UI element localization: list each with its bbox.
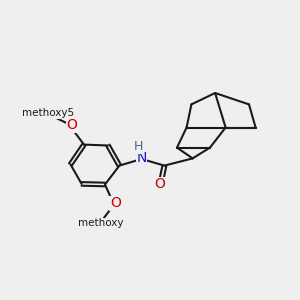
Text: N: N: [136, 152, 147, 165]
Text: O: O: [154, 178, 165, 191]
Text: O: O: [110, 196, 121, 210]
Text: H: H: [134, 140, 143, 154]
Text: methoxy: methoxy: [78, 218, 123, 229]
Text: O: O: [67, 118, 77, 132]
Text: methoxy5: methoxy5: [22, 108, 74, 118]
